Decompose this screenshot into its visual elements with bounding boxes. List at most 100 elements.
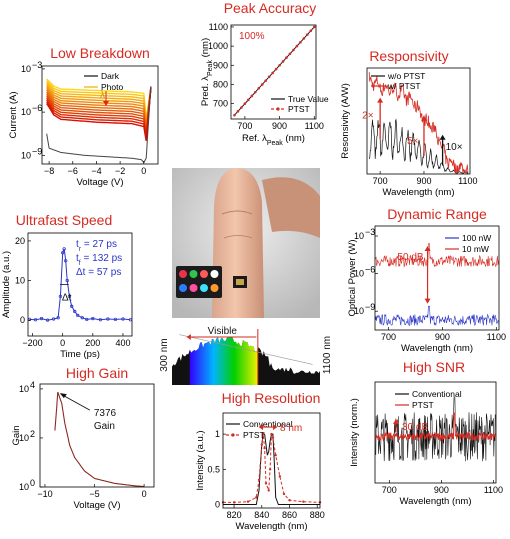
- x-tick-label: 700: [382, 485, 397, 495]
- gain-value: 7376: [94, 408, 117, 419]
- hundred-nw-curve: [374, 305, 500, 327]
- x-tick-label: 200: [85, 338, 100, 348]
- ptst-point: [267, 489, 270, 492]
- gain-word: Gain: [94, 421, 115, 432]
- ptst-point: [253, 90, 257, 94]
- lambda-label: λ: [100, 90, 105, 101]
- legend-label: True Value: [288, 94, 329, 104]
- y-axis-label: Current (A): [8, 92, 19, 139]
- legend-label: Dark: [101, 71, 120, 81]
- y-tick-label: 10: [15, 276, 25, 286]
- conventional-curve: [223, 433, 320, 505]
- ptst-point: [261, 432, 265, 436]
- photo-curve: [46, 87, 152, 132]
- x-tick-label: 820: [227, 510, 242, 520]
- pulse-point: [76, 313, 80, 318]
- thumb: [262, 177, 320, 238]
- ptst-point: [309, 29, 313, 33]
- pulse-point: [58, 294, 63, 299]
- y-axis-label: Optical Power (W): [347, 239, 358, 316]
- legend-label: PTST: [243, 430, 265, 440]
- ptst-curve: [223, 433, 321, 503]
- chart-high-resolution: High Resolution Wavelength (nm) Intensity …: [195, 390, 325, 532]
- visible-spectrum: [189, 336, 258, 385]
- y-tick-label: 20: [15, 236, 25, 246]
- x-tick-label: 700: [237, 121, 252, 131]
- x-tick-label: 700: [381, 332, 396, 342]
- peak-arrow: [60, 393, 91, 411]
- pulse-point: [91, 316, 95, 321]
- ptst-point: [247, 98, 250, 102]
- legend-label: w/o PTST: [387, 71, 425, 81]
- chart-title: Peak Accuracy: [224, 0, 317, 16]
- y-axis-label: Intensity (norm.): [349, 398, 360, 467]
- y-axis-label-part: (nm): [200, 38, 211, 60]
- x-axis-label: Voltage (V): [77, 177, 124, 188]
- x-axis-label: Ref. λPeak (nm): [242, 133, 305, 147]
- resolution-arrow-right: [273, 424, 278, 431]
- chart-ultrafast-speed: Ultrafast Speed Time (ps) Amplitude (a.u.)…: [1, 212, 133, 360]
- ptst-point: [288, 499, 291, 502]
- finger-crease: [223, 235, 253, 239]
- fall-time-label: tf = 132 ps: [76, 253, 122, 267]
- snr-label: 30 dB: [402, 422, 428, 433]
- legend-marker: [276, 107, 280, 111]
- range-label: 50 dB: [397, 252, 423, 263]
- x-tick-label: 0: [141, 166, 146, 176]
- photo-curve: [46, 86, 152, 127]
- x-tick-label: −6: [68, 166, 78, 176]
- photo-curve: [46, 87, 152, 140]
- y-tick-exponent: −3: [32, 60, 42, 70]
- rise-time-label: tr = 27 ps: [76, 239, 117, 253]
- photo-curve: [46, 87, 152, 142]
- x-tick-label: 0: [142, 489, 147, 499]
- ptst-point: [278, 63, 281, 67]
- chart-title: Ultrafast Speed: [16, 212, 113, 228]
- photo-curve: [46, 87, 152, 137]
- x-axis-label: Wavelength (nm): [401, 343, 473, 354]
- conventional-curve: [375, 397, 496, 462]
- x-axis-label-part: (nm): [283, 133, 305, 144]
- ptst-point: [285, 56, 288, 59]
- delta-t-label: Δt = 57 ps: [76, 267, 121, 278]
- pulse-point: [67, 294, 72, 299]
- y-axis-label: Pred. λPeak (nm): [200, 38, 214, 106]
- x-axis-label-part: Ref. λ: [242, 133, 267, 144]
- wo-ptst-curve: [368, 118, 468, 174]
- legend-marker: [231, 433, 235, 437]
- enhancement-label: 2×: [362, 110, 374, 121]
- pulse-point: [121, 317, 125, 321]
- accuracy-label: 100%: [239, 31, 265, 42]
- lambda-arrow-head: [103, 101, 109, 106]
- ptst-point: [288, 52, 292, 56]
- ptst-point: [257, 478, 261, 482]
- x-tick-label: 900: [435, 332, 450, 342]
- plot-frame: [222, 412, 321, 509]
- ptst-point: [240, 106, 243, 109]
- ptst-point: [292, 48, 295, 52]
- chart-high-snr: High SNR Wavelength (nm) Intensity (norm.)…: [349, 359, 503, 507]
- plot-frame: [230, 24, 317, 120]
- ptst-point: [312, 25, 316, 29]
- x-tick-label: 1100: [487, 332, 506, 342]
- ptst-point: [236, 110, 240, 113]
- y-axis-label-part: Peak: [207, 60, 214, 76]
- rise-time-part: r: [79, 246, 82, 253]
- plot-frame: [366, 67, 471, 175]
- ptst-curve: [375, 412, 496, 442]
- led: [210, 270, 219, 278]
- chart-title: Low Breakdown: [50, 45, 150, 61]
- ptst-point: [232, 501, 236, 504]
- resolution-arrow-left: [259, 424, 264, 431]
- y-axis-label: Gain: [11, 425, 22, 445]
- x-tick-label: 1100: [458, 176, 477, 186]
- spectrum-end-label: 1100 nm: [322, 336, 333, 374]
- led: [200, 284, 208, 292]
- pulse-point: [70, 304, 74, 308]
- pulse-curve: [29, 248, 131, 321]
- ptst-point: [271, 71, 274, 75]
- led: [210, 284, 219, 292]
- legend-label: w/ PTST: [387, 81, 421, 91]
- photo-curve: [46, 87, 152, 128]
- fwhm-label: Δt: [62, 292, 72, 303]
